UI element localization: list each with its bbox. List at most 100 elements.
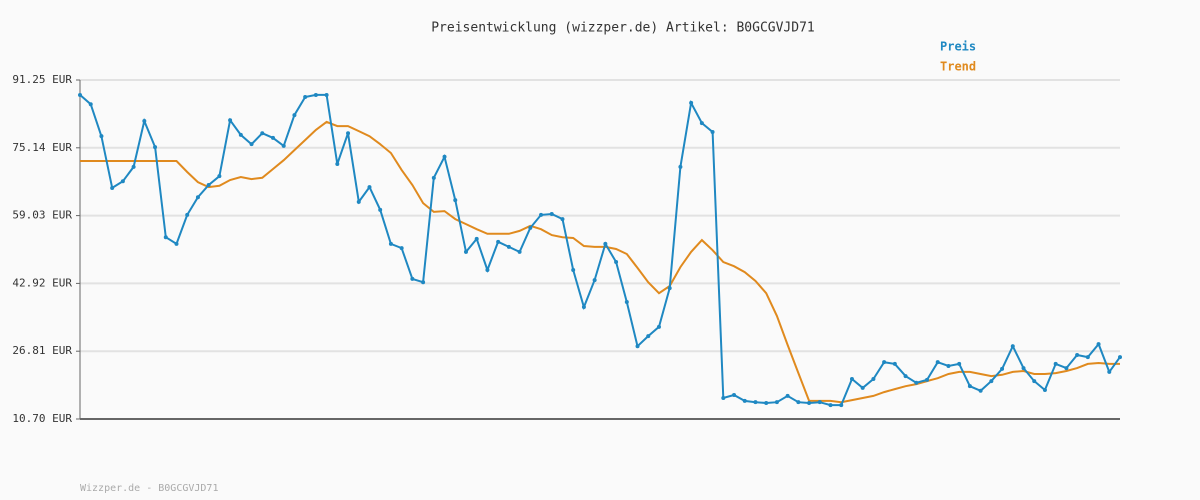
point: [560, 217, 565, 222]
point: [839, 403, 844, 408]
point: [624, 300, 629, 305]
point: [292, 113, 297, 118]
point: [742, 398, 747, 403]
point: [732, 393, 737, 398]
point: [935, 360, 940, 365]
y-tick-label: 75.14 EUR: [12, 141, 72, 154]
point: [195, 195, 200, 200]
chart-title: Preisentwicklung (wizzper.de) Artikel: B…: [431, 21, 815, 36]
point: [88, 102, 93, 107]
point: [238, 132, 243, 137]
series-line: [79, 93, 1121, 407]
point: [817, 400, 822, 405]
point: [388, 241, 393, 246]
point: [324, 92, 329, 97]
legend-label: Preis: [940, 40, 976, 54]
point: [367, 185, 372, 190]
y-tick-label: 42.92 EUR: [12, 276, 72, 289]
y-tick-label: 59.03 EUR: [12, 209, 72, 222]
point: [1096, 342, 1101, 347]
point: [142, 119, 147, 124]
point: [463, 249, 468, 254]
point: [903, 374, 908, 379]
point: [399, 246, 404, 251]
point: [185, 212, 190, 217]
point: [99, 134, 104, 139]
point: [517, 249, 522, 254]
point: [656, 324, 661, 329]
point: [925, 377, 930, 382]
point: [774, 400, 779, 405]
point: [689, 100, 694, 105]
legend-label: Trend: [940, 60, 976, 74]
point: [206, 183, 211, 188]
y-tick-label: 26.81 EUR: [12, 344, 72, 357]
point: [967, 384, 972, 389]
point: [946, 363, 951, 368]
point: [163, 235, 168, 240]
point: [281, 143, 286, 148]
point: [1010, 344, 1015, 349]
footer: Wizzper.de - B0GCGVJD71: [80, 483, 218, 494]
y-tick-label: 10.70 EUR: [12, 412, 72, 425]
point: [421, 280, 426, 285]
point: [442, 154, 447, 159]
point: [1042, 387, 1047, 392]
point: [153, 145, 158, 150]
point: [603, 241, 608, 246]
point: [614, 260, 619, 265]
point: [228, 118, 233, 123]
point: [313, 92, 318, 97]
point: [828, 403, 833, 408]
point: [635, 344, 640, 349]
point: [431, 175, 436, 180]
point: [1064, 366, 1069, 371]
point: [667, 286, 672, 291]
point: [581, 305, 586, 310]
point: [785, 393, 790, 398]
point: [249, 142, 254, 147]
point: [356, 199, 361, 204]
point: [474, 236, 479, 241]
point: [78, 92, 82, 97]
point: [303, 95, 308, 100]
point: [260, 131, 265, 136]
point: [110, 185, 115, 190]
point: [346, 131, 351, 136]
point: [892, 361, 897, 366]
point: [807, 401, 812, 406]
point: [378, 207, 383, 212]
point: [646, 334, 651, 339]
point: [485, 268, 490, 273]
y-tick-label: 91.25 EUR: [12, 73, 72, 86]
point: [592, 278, 597, 283]
point: [453, 198, 458, 203]
point: [796, 400, 801, 405]
point: [849, 377, 854, 382]
series-line: [80, 120, 1120, 404]
point: [335, 161, 340, 166]
point: [131, 164, 136, 169]
point: [1075, 353, 1080, 358]
point: [764, 401, 769, 406]
point: [1000, 366, 1005, 371]
point: [710, 129, 715, 134]
point: [989, 379, 994, 384]
point: [174, 241, 179, 246]
point: [1021, 366, 1026, 371]
point: [571, 268, 576, 273]
point: [860, 385, 865, 390]
point: [882, 360, 887, 365]
point: [699, 121, 704, 126]
point: [871, 377, 876, 382]
point: [978, 388, 983, 393]
point: [539, 212, 544, 217]
point: [120, 179, 125, 184]
point: [678, 164, 683, 169]
point: [753, 400, 758, 405]
point: [506, 244, 511, 249]
point: [270, 135, 275, 140]
point: [528, 225, 533, 230]
